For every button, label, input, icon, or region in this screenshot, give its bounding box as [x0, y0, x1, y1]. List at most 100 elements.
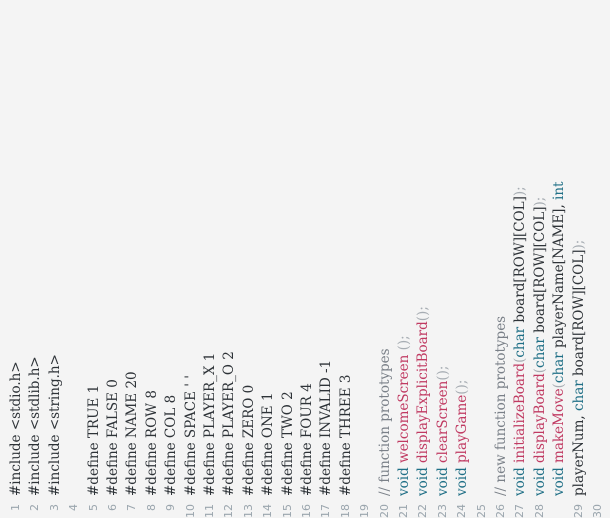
- code-token: #define TWO 2: [279, 391, 296, 496]
- line-number: 9: [164, 504, 178, 511]
- code-line[interactable]: void initializeBoard(char board[ROW][COL…: [510, 186, 530, 496]
- line-number: 1: [9, 504, 22, 511]
- code-token: playerName[NAME],: [551, 199, 568, 353]
- function-name-token: displayBoard: [531, 373, 548, 463]
- code-token: [435, 463, 451, 467]
- code-line[interactable]: #define TRUE 1: [84, 385, 104, 496]
- line-number: 4: [67, 504, 81, 511]
- line-number: 23: [435, 504, 449, 518]
- punctuation-token: (: [512, 357, 529, 363]
- line-number: 13: [241, 504, 255, 518]
- line-number: 17: [319, 504, 333, 518]
- code-token: [454, 463, 470, 467]
- code-line[interactable]: #define SPACE ' ': [181, 375, 201, 496]
- function-name-token: initializeBoard: [512, 362, 529, 463]
- line-number: 18: [338, 504, 352, 518]
- punctuation-token: );: [531, 196, 548, 207]
- code-token: [532, 463, 548, 467]
- line-number: 30: [591, 504, 604, 518]
- line-number: 21: [397, 504, 410, 518]
- code-token: [551, 463, 567, 467]
- line-number-gutter: 1 2 3 4 5 6 7 8 9 10 11 12 13 14 15 16 17 18 19 20 21 22 23 24 2…: [0, 502, 610, 518]
- code-line[interactable]: #define ONE 1: [258, 392, 278, 496]
- code-token: #define ROW 8: [143, 390, 160, 496]
- code-line[interactable]: #define PLAYER_X 1: [200, 353, 220, 496]
- code-line[interactable]: // new function prototypes: [491, 316, 511, 496]
- code-line[interactable]: #define NAME 20: [122, 371, 142, 496]
- code-line[interactable]: void clearScreen();: [433, 366, 453, 496]
- line-number: 10: [183, 504, 197, 518]
- keyword-token: void: [512, 467, 529, 496]
- keyword-token: void: [531, 467, 548, 496]
- line-number: 6: [106, 504, 119, 511]
- code-line[interactable]: void playGame();: [452, 380, 472, 496]
- comment-token: // function prototypes: [376, 348, 393, 496]
- line-number: 8: [144, 504, 158, 511]
- code-line[interactable]: #include <stdlib.h>: [25, 356, 45, 496]
- keyword-token: void: [434, 467, 451, 496]
- code-line[interactable]: #define FOUR 4: [297, 383, 317, 496]
- code-line[interactable]: #define ZERO 0: [239, 385, 259, 496]
- punctuation-token: );: [570, 239, 587, 250]
- code-line[interactable]: #define THREE 3: [336, 375, 356, 496]
- function-name-token: playGame: [454, 394, 471, 463]
- code-line[interactable]: #define INVALID -1: [316, 360, 336, 496]
- code-token: #define NAME 20: [124, 371, 141, 496]
- code-line[interactable]: #include <string.h>: [45, 354, 65, 496]
- punctuation-token: ();: [396, 335, 412, 355]
- line-number: 11: [203, 504, 216, 518]
- code-line[interactable]: void makeMove(char playerName[NAME], int: [549, 182, 569, 496]
- code-lines[interactable]: #include <stdio.h> #include <stdlib.h> #in…: [0, 6, 610, 496]
- code-line[interactable]: #define COL 8: [161, 395, 181, 496]
- code-token: #define PLAYER_O 2: [221, 351, 238, 496]
- code-token: #include <stdlib.h>: [27, 356, 44, 496]
- code-token: [415, 463, 431, 467]
- line-number: 14: [261, 504, 275, 518]
- code-token: board[ROW][COL]: [512, 196, 529, 327]
- punctuation-token: );: [512, 186, 529, 197]
- code-token: playerNum,: [570, 411, 587, 496]
- code-token: #define INVALID -1: [318, 359, 335, 496]
- line-number: 15: [280, 504, 294, 518]
- code-line[interactable]: #define ROW 8: [142, 390, 162, 496]
- keyword-token: void: [396, 467, 412, 496]
- keyword-token: void: [415, 467, 432, 496]
- function-name-token: displayExplicitBoard: [415, 321, 432, 463]
- function-name-token: makeMove: [551, 388, 568, 463]
- keyword-token: char: [570, 380, 587, 412]
- code-line[interactable]: #define TWO 2: [278, 391, 298, 496]
- line-number: 12: [222, 504, 236, 518]
- line-number: 19: [358, 504, 372, 518]
- code-line[interactable]: #define FALSE 0: [103, 379, 123, 496]
- code-token: [512, 463, 528, 467]
- keyword-token: char: [551, 352, 568, 384]
- line-number: 2: [28, 504, 42, 511]
- code-line[interactable]: playerNum, char board[ROW][COL]);: [569, 240, 589, 496]
- code-line[interactable]: void displayBoard(char board[ROW][COL]);: [530, 197, 550, 496]
- code-token: #include <stdio.h>: [8, 361, 24, 496]
- code-token: #define ONE 1: [260, 392, 277, 496]
- code-token: [396, 463, 412, 467]
- code-line[interactable]: #define PLAYER_O 2: [219, 351, 239, 496]
- code-line[interactable]: // function prototypes: [375, 348, 395, 496]
- code-token: #define SPACE ' ': [182, 375, 199, 496]
- line-number: 7: [125, 504, 139, 511]
- line-number: 27: [513, 504, 527, 518]
- line-number: 25: [474, 504, 488, 518]
- line-number: [549, 504, 569, 518]
- line-number: 3: [47, 504, 61, 511]
- code-token: #define FOUR 4: [299, 383, 315, 496]
- code-line[interactable]: void welcomeScreen ();: [394, 335, 414, 496]
- code-token: #define FALSE 0: [105, 379, 121, 496]
- code-token: #define COL 8: [163, 394, 180, 496]
- code-line[interactable]: #include <stdio.h>: [6, 361, 26, 496]
- line-number: 5: [86, 504, 100, 511]
- code-token: #define THREE 3: [337, 374, 354, 496]
- line-number: 16: [300, 504, 313, 518]
- line-number: 20: [377, 504, 391, 518]
- code-token: board[ROW][COL]: [531, 206, 548, 338]
- punctuation-token: (: [551, 383, 568, 389]
- code-line[interactable]: void displayExplicitBoard();: [413, 306, 433, 496]
- function-name-token: clearScreen: [434, 380, 451, 463]
